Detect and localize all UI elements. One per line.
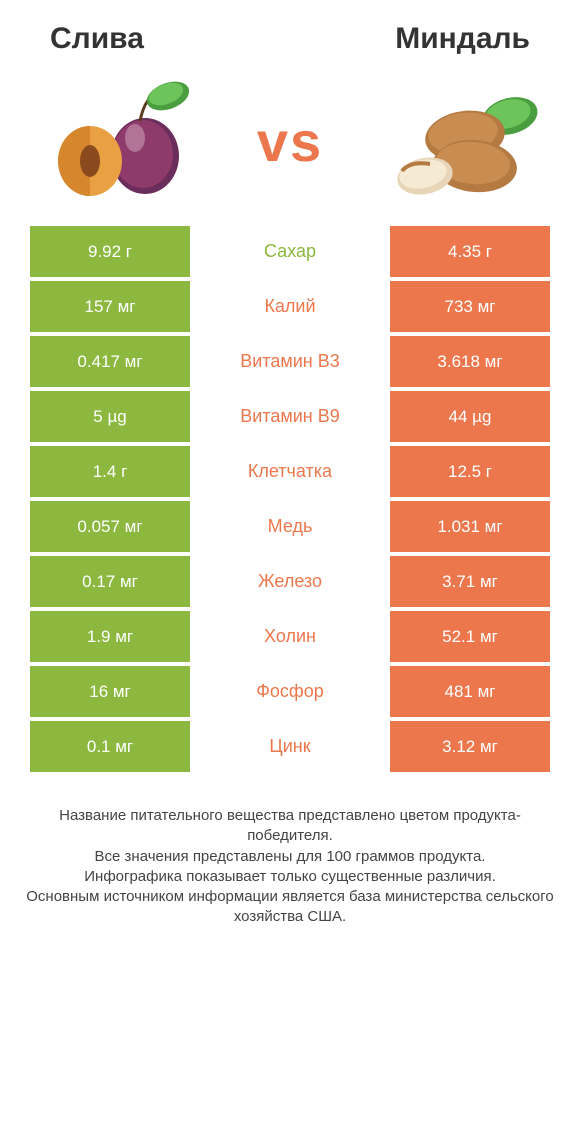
table-row: 0.417 мгВитамин B33.618 мг bbox=[30, 336, 550, 387]
left-value: 5 µg bbox=[30, 391, 190, 442]
right-value: 3.12 мг bbox=[390, 721, 550, 772]
table-row: 1.9 мгХолин52.1 мг bbox=[30, 611, 550, 662]
nutrient-label: Витамин B9 bbox=[190, 391, 390, 442]
right-value: 481 мг bbox=[390, 666, 550, 717]
nutrient-label: Цинк bbox=[190, 721, 390, 772]
left-value: 16 мг bbox=[30, 666, 190, 717]
comparison-table: 9.92 гСахар4.35 г157 мгКалий733 мг0.417 … bbox=[0, 226, 580, 772]
left-value: 0.1 мг bbox=[30, 721, 190, 772]
right-value: 733 мг bbox=[390, 281, 550, 332]
table-row: 157 мгКалий733 мг bbox=[30, 281, 550, 332]
left-value: 1.9 мг bbox=[30, 611, 190, 662]
plum-image bbox=[40, 76, 200, 206]
footer-text: Название питательного вещества представл… bbox=[0, 776, 580, 928]
table-row: 16 мгФосфор481 мг bbox=[30, 666, 550, 717]
images-row: vs bbox=[0, 66, 580, 226]
left-value: 0.417 мг bbox=[30, 336, 190, 387]
right-value: 12.5 г bbox=[390, 446, 550, 497]
table-row: 0.1 мгЦинк3.12 мг bbox=[30, 721, 550, 772]
right-value: 52.1 мг bbox=[390, 611, 550, 662]
left-value: 0.17 мг bbox=[30, 556, 190, 607]
right-value: 1.031 мг bbox=[390, 501, 550, 552]
left-value: 0.057 мг bbox=[30, 501, 190, 552]
right-value: 4.35 г bbox=[390, 226, 550, 277]
left-food-title: Слива bbox=[50, 22, 144, 56]
table-row: 9.92 гСахар4.35 г bbox=[30, 226, 550, 277]
left-value: 9.92 г bbox=[30, 226, 190, 277]
almond-image bbox=[380, 76, 540, 206]
right-value: 3.71 мг bbox=[390, 556, 550, 607]
nutrient-label: Витамин B3 bbox=[190, 336, 390, 387]
right-value: 3.618 мг bbox=[390, 336, 550, 387]
table-row: 0.057 мгМедь1.031 мг bbox=[30, 501, 550, 552]
nutrient-label: Фосфор bbox=[190, 666, 390, 717]
table-row: 1.4 гКлетчатка12.5 г bbox=[30, 446, 550, 497]
nutrient-label: Железо bbox=[190, 556, 390, 607]
left-value: 157 мг bbox=[30, 281, 190, 332]
nutrient-label: Сахар bbox=[190, 226, 390, 277]
nutrient-label: Калий bbox=[190, 281, 390, 332]
nutrient-label: Медь bbox=[190, 501, 390, 552]
table-row: 0.17 мгЖелезо3.71 мг bbox=[30, 556, 550, 607]
right-value: 44 µg bbox=[390, 391, 550, 442]
right-food-title: Миндаль bbox=[395, 22, 530, 56]
table-row: 5 µgВитамин B944 µg bbox=[30, 391, 550, 442]
nutrient-label: Клетчатка bbox=[190, 446, 390, 497]
header: Слива Миндаль bbox=[0, 0, 580, 66]
nutrient-label: Холин bbox=[190, 611, 390, 662]
left-value: 1.4 г bbox=[30, 446, 190, 497]
vs-label: vs bbox=[257, 109, 323, 174]
